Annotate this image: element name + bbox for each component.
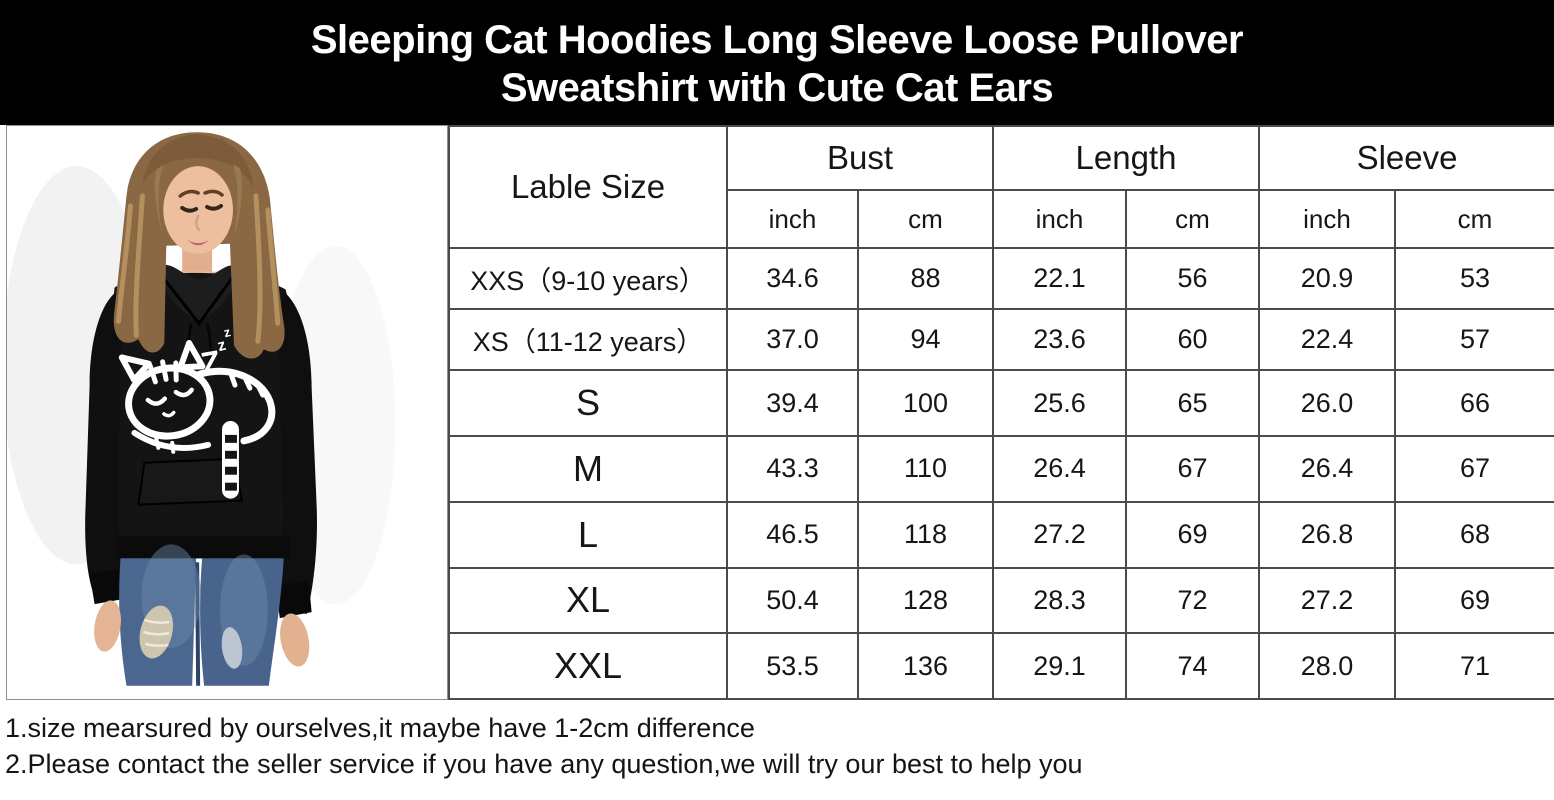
table-cell: 27.2 — [1258, 566, 1397, 635]
table-cell: 26.8 — [1258, 500, 1397, 569]
row-label: L — [448, 500, 728, 569]
table-cell: 46.5 — [726, 500, 859, 569]
table-cell: 39.4 — [726, 369, 859, 438]
row-label: S — [448, 369, 728, 438]
table-row: XXS（9-10 years） 34.6 88 22.1 56 20.9 53 — [448, 246, 1554, 311]
header-length: Length — [992, 125, 1261, 191]
table-cell: 27.2 — [992, 500, 1128, 569]
cat-closed-eye — [173, 387, 194, 398]
cat-closed-eye — [145, 396, 168, 406]
model-hair-front — [142, 134, 254, 236]
product-title-line1: Sleeping Cat Hoodies Long Sleeve Loose P… — [310, 17, 1244, 62]
table-cell: 22.1 — [992, 246, 1128, 311]
table-cell: 26.4 — [1258, 435, 1397, 503]
header-bust: Bust — [725, 125, 995, 191]
table-cell: 72 — [1125, 566, 1261, 635]
footnotes: 1.size mearsured by ourselves,it maybe h… — [0, 700, 1554, 782]
table-cell: 118 — [856, 500, 995, 569]
zzz-text-small: z — [216, 337, 228, 355]
unit-length-cm: cm — [1125, 189, 1261, 249]
lips — [187, 239, 210, 246]
table-cell: 71 — [1394, 632, 1554, 700]
table-cell: 34.6 — [726, 246, 859, 311]
unit-bust-cm: cm — [856, 189, 995, 249]
cuff — [275, 580, 312, 619]
zzz-text-small: z — [222, 324, 232, 340]
table-cell: 50.4 — [726, 566, 859, 635]
drawstring — [205, 323, 213, 360]
content-row: Z z z — [0, 125, 1554, 700]
table-cell: 69 — [1125, 500, 1261, 569]
row-label: M — [448, 435, 728, 503]
hem-band — [116, 536, 290, 559]
table-cell: 53 — [1394, 246, 1554, 311]
table-row: XXL 53.5 136 29.1 74 28.0 71 — [448, 632, 1554, 700]
jeans — [119, 544, 284, 686]
product-title-line2: Sweatshirt with Cute Cat Ears — [500, 65, 1054, 110]
row-label: XXS（9-10 years） — [448, 246, 728, 311]
header-label-size: Lable Size — [448, 125, 728, 249]
row-label: XS（11-12 years） — [448, 308, 728, 372]
size-table: Lable Size Bust Length Sleeve inch cm in… — [448, 125, 1554, 700]
table-cell: 100 — [856, 369, 995, 438]
sleeping-cat-print: Z z z — [118, 324, 276, 499]
model-face — [163, 166, 233, 254]
table-cell: 67 — [1125, 435, 1261, 503]
table-cell: 69 — [1394, 566, 1554, 635]
table-cell: 28.0 — [1258, 632, 1397, 700]
unit-sleeve-cm: cm — [1394, 189, 1554, 249]
kangaroo-pocket — [137, 457, 244, 506]
unit-bust-inch: inch — [726, 189, 859, 249]
table-cell: 29.1 — [992, 632, 1128, 700]
product-photo: Z z z — [6, 125, 448, 700]
eye — [180, 205, 199, 213]
title-banner: Sleeping Cat Hoodies Long Sleeve Loose P… — [0, 0, 1554, 125]
table-row: XL 50.4 128 28.3 72 27.2 69 — [448, 566, 1554, 635]
eye — [205, 203, 224, 211]
table-row: M 43.3 110 26.4 67 26.4 67 — [448, 435, 1554, 503]
table-cell: 67 — [1394, 435, 1554, 503]
table-cell: 43.3 — [726, 435, 859, 503]
eyebrow — [178, 189, 200, 198]
cuff — [89, 568, 129, 605]
table-row: S 39.4 100 25.6 65 26.0 66 — [448, 369, 1554, 438]
table-cell: 26.4 — [992, 435, 1128, 503]
footnote-2: 2.Please contact the seller service if y… — [5, 749, 1083, 779]
table-row: L 46.5 118 27.2 69 26.8 68 — [448, 500, 1554, 569]
row-label: XL — [448, 566, 728, 635]
table-cell: 128 — [856, 566, 995, 635]
cat-body — [188, 367, 276, 445]
table-cell: 37.0 — [726, 308, 859, 372]
eyebrow — [203, 189, 224, 197]
cat-head — [118, 339, 214, 440]
model-illustration: Z z z — [7, 126, 447, 699]
table-cell: 74 — [1125, 632, 1261, 700]
table-cell: 65 — [1125, 369, 1261, 438]
table-cell: 22.4 — [1258, 308, 1397, 372]
table-cell: 23.6 — [992, 308, 1128, 372]
unit-length-inch: inch — [992, 189, 1128, 249]
table-cell: 57 — [1394, 308, 1554, 372]
table-cell: 25.6 — [992, 369, 1128, 438]
table-cell: 94 — [856, 308, 995, 372]
table-cell: 136 — [856, 632, 995, 700]
table-cell: 110 — [856, 435, 995, 503]
row-label: XXL — [448, 632, 728, 700]
unit-sleeve-inch: inch — [1258, 189, 1397, 249]
header-sleeve: Sleeve — [1258, 125, 1554, 191]
table-cell: 60 — [1125, 308, 1261, 372]
table-cell: 66 — [1394, 369, 1554, 438]
table-cell: 68 — [1394, 500, 1554, 569]
table-row: XS（11-12 years） 37.0 94 23.6 60 22.4 57 — [448, 308, 1554, 372]
table-cell: 20.9 — [1258, 246, 1397, 311]
footnote-1: 1.size mearsured by ourselves,it maybe h… — [5, 713, 755, 743]
model-hands — [94, 600, 310, 667]
ripped-patch — [221, 627, 243, 669]
table-cell: 88 — [856, 246, 995, 311]
table-cell: 28.3 — [992, 566, 1128, 635]
table-cell: 53.5 — [726, 632, 859, 700]
table-cell: 26.0 — [1258, 369, 1397, 438]
table-cell: 56 — [1125, 246, 1261, 311]
